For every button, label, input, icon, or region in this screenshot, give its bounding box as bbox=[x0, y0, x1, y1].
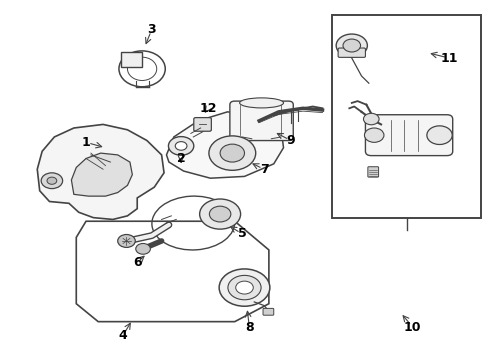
Text: 10: 10 bbox=[403, 320, 421, 333]
Circle shape bbox=[219, 269, 269, 306]
Circle shape bbox=[342, 39, 360, 52]
Circle shape bbox=[199, 199, 240, 229]
Circle shape bbox=[168, 136, 193, 155]
Text: 5: 5 bbox=[237, 227, 246, 240]
FancyBboxPatch shape bbox=[337, 48, 365, 57]
Text: 6: 6 bbox=[133, 256, 141, 269]
FancyBboxPatch shape bbox=[367, 167, 378, 177]
FancyBboxPatch shape bbox=[229, 101, 293, 140]
Circle shape bbox=[209, 206, 230, 222]
FancyBboxPatch shape bbox=[193, 118, 211, 131]
Bar bbox=[331, 15, 480, 218]
Circle shape bbox=[363, 113, 378, 125]
Text: 3: 3 bbox=[147, 23, 156, 36]
FancyBboxPatch shape bbox=[263, 309, 273, 315]
Circle shape bbox=[426, 126, 451, 144]
Circle shape bbox=[136, 243, 150, 254]
FancyBboxPatch shape bbox=[121, 51, 142, 67]
Circle shape bbox=[41, 173, 62, 189]
Text: 11: 11 bbox=[440, 51, 457, 64]
Polygon shape bbox=[71, 153, 132, 196]
Polygon shape bbox=[37, 125, 163, 220]
Text: 7: 7 bbox=[259, 163, 268, 176]
Circle shape bbox=[364, 128, 383, 142]
Circle shape bbox=[260, 126, 272, 134]
Circle shape bbox=[335, 34, 366, 57]
Text: 8: 8 bbox=[244, 320, 253, 333]
Polygon shape bbox=[166, 112, 283, 178]
Text: 9: 9 bbox=[286, 134, 295, 147]
Circle shape bbox=[220, 144, 244, 162]
Circle shape bbox=[47, 177, 57, 184]
FancyBboxPatch shape bbox=[365, 115, 452, 156]
Text: 12: 12 bbox=[199, 102, 216, 115]
Ellipse shape bbox=[239, 98, 283, 108]
Circle shape bbox=[235, 281, 253, 294]
Text: 4: 4 bbox=[118, 329, 127, 342]
Circle shape bbox=[118, 234, 135, 247]
Circle shape bbox=[227, 275, 261, 300]
Circle shape bbox=[208, 136, 255, 170]
Circle shape bbox=[175, 141, 186, 150]
Text: 1: 1 bbox=[81, 136, 90, 149]
Text: 2: 2 bbox=[176, 152, 185, 165]
